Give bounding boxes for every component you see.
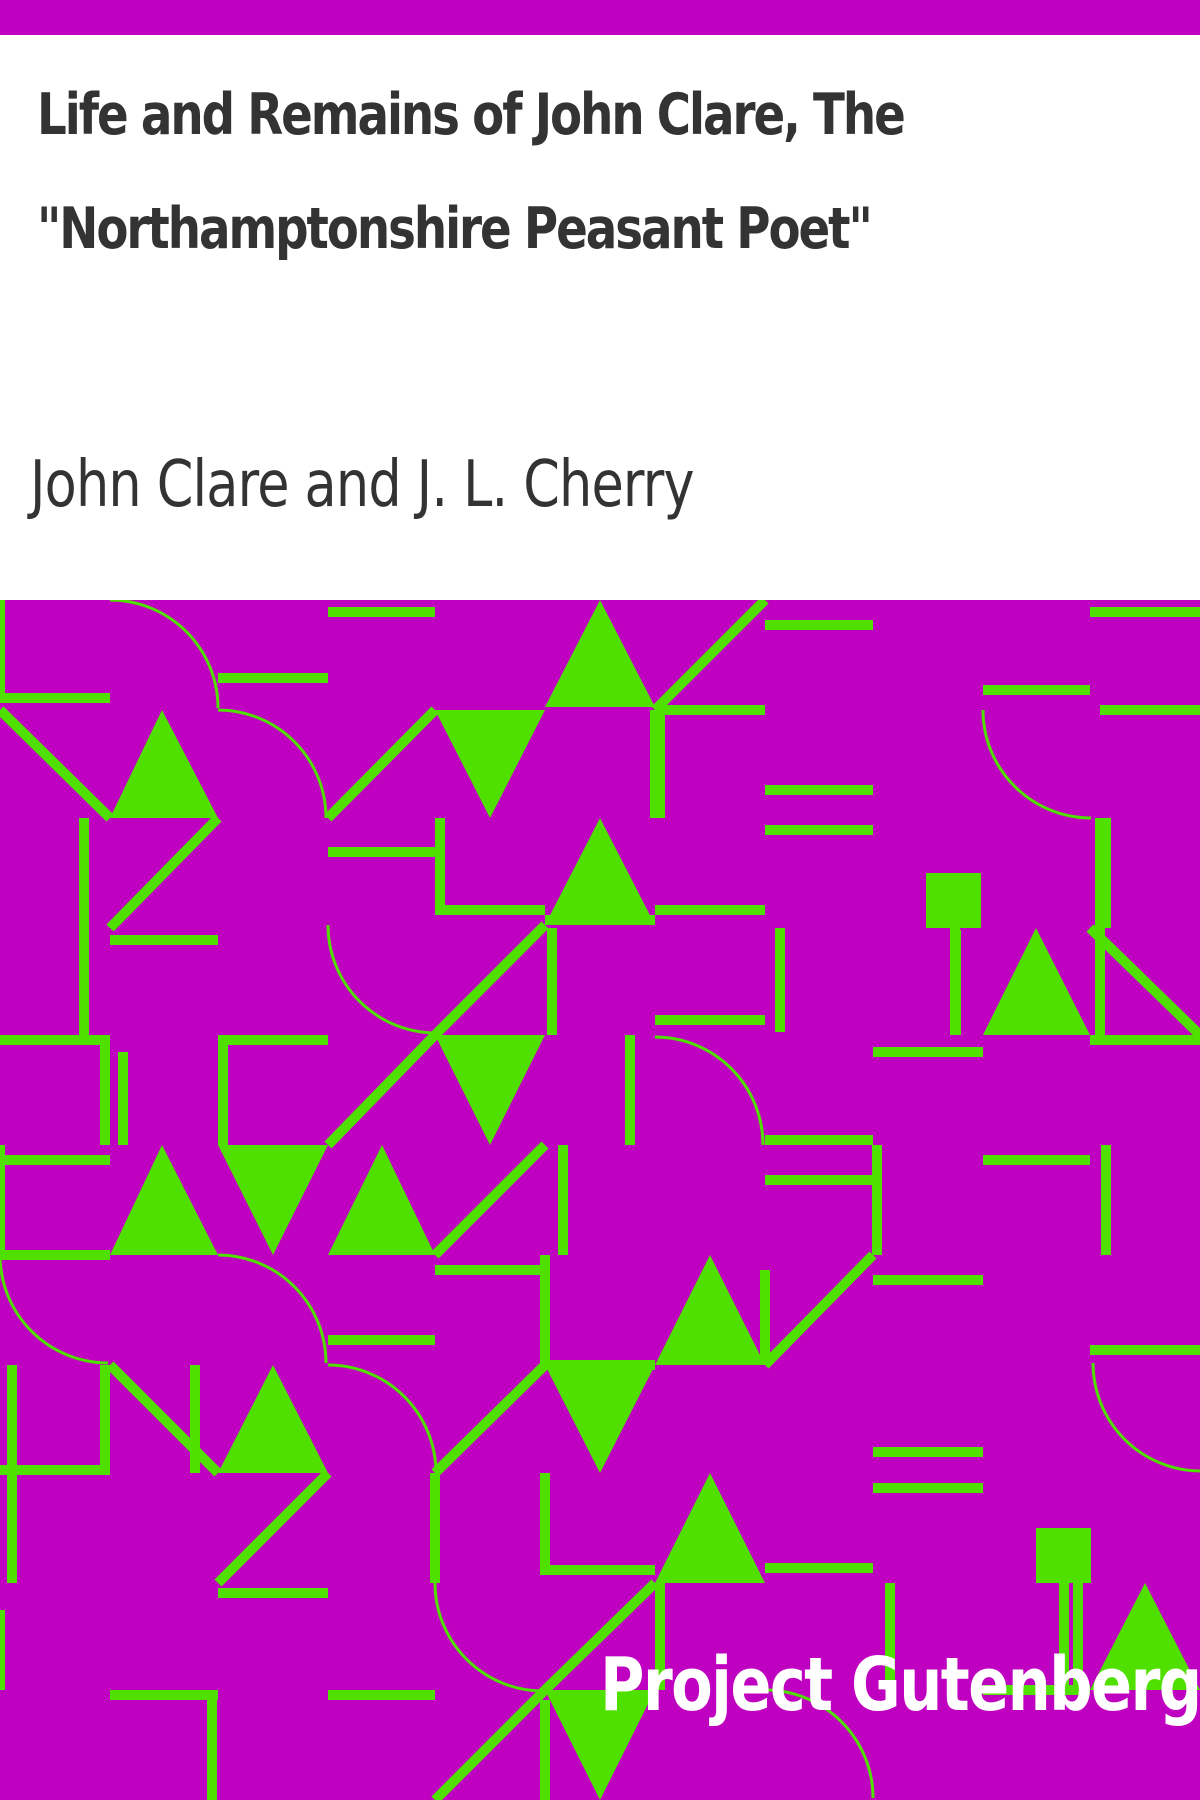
top-color-band (0, 0, 1200, 35)
square (1036, 1528, 1091, 1583)
triangle-up (328, 1145, 435, 1255)
triangle-up (110, 710, 218, 818)
triangle-up (110, 1145, 218, 1255)
cover-pattern-art (0, 600, 1200, 1800)
triangle-down (545, 1365, 655, 1473)
square (926, 873, 981, 928)
triangle-down (435, 1035, 545, 1145)
triangle-up (218, 1365, 328, 1473)
triangle-down (545, 1690, 655, 1800)
cover-header (0, 35, 1200, 600)
triangle-up (655, 1473, 765, 1583)
book-title: Life and Remains of John Clare, The "Nor… (37, 82, 906, 262)
triangle-down (218, 1145, 328, 1255)
triangle-up (1090, 1583, 1200, 1690)
triangle-down (435, 710, 545, 818)
pattern-arcs (0, 600, 1200, 1799)
pattern-lines (0, 600, 1200, 1800)
pattern-triangles-and-squares (110, 600, 1200, 1800)
triangle-up (545, 600, 655, 707)
publisher-name: Project Gutenberg (600, 1642, 1200, 1728)
book-author: John Clare and J. L. Cherry (30, 448, 695, 522)
triangle-up (545, 818, 655, 925)
triangle-up (983, 928, 1090, 1035)
triangle-up (655, 1255, 765, 1365)
